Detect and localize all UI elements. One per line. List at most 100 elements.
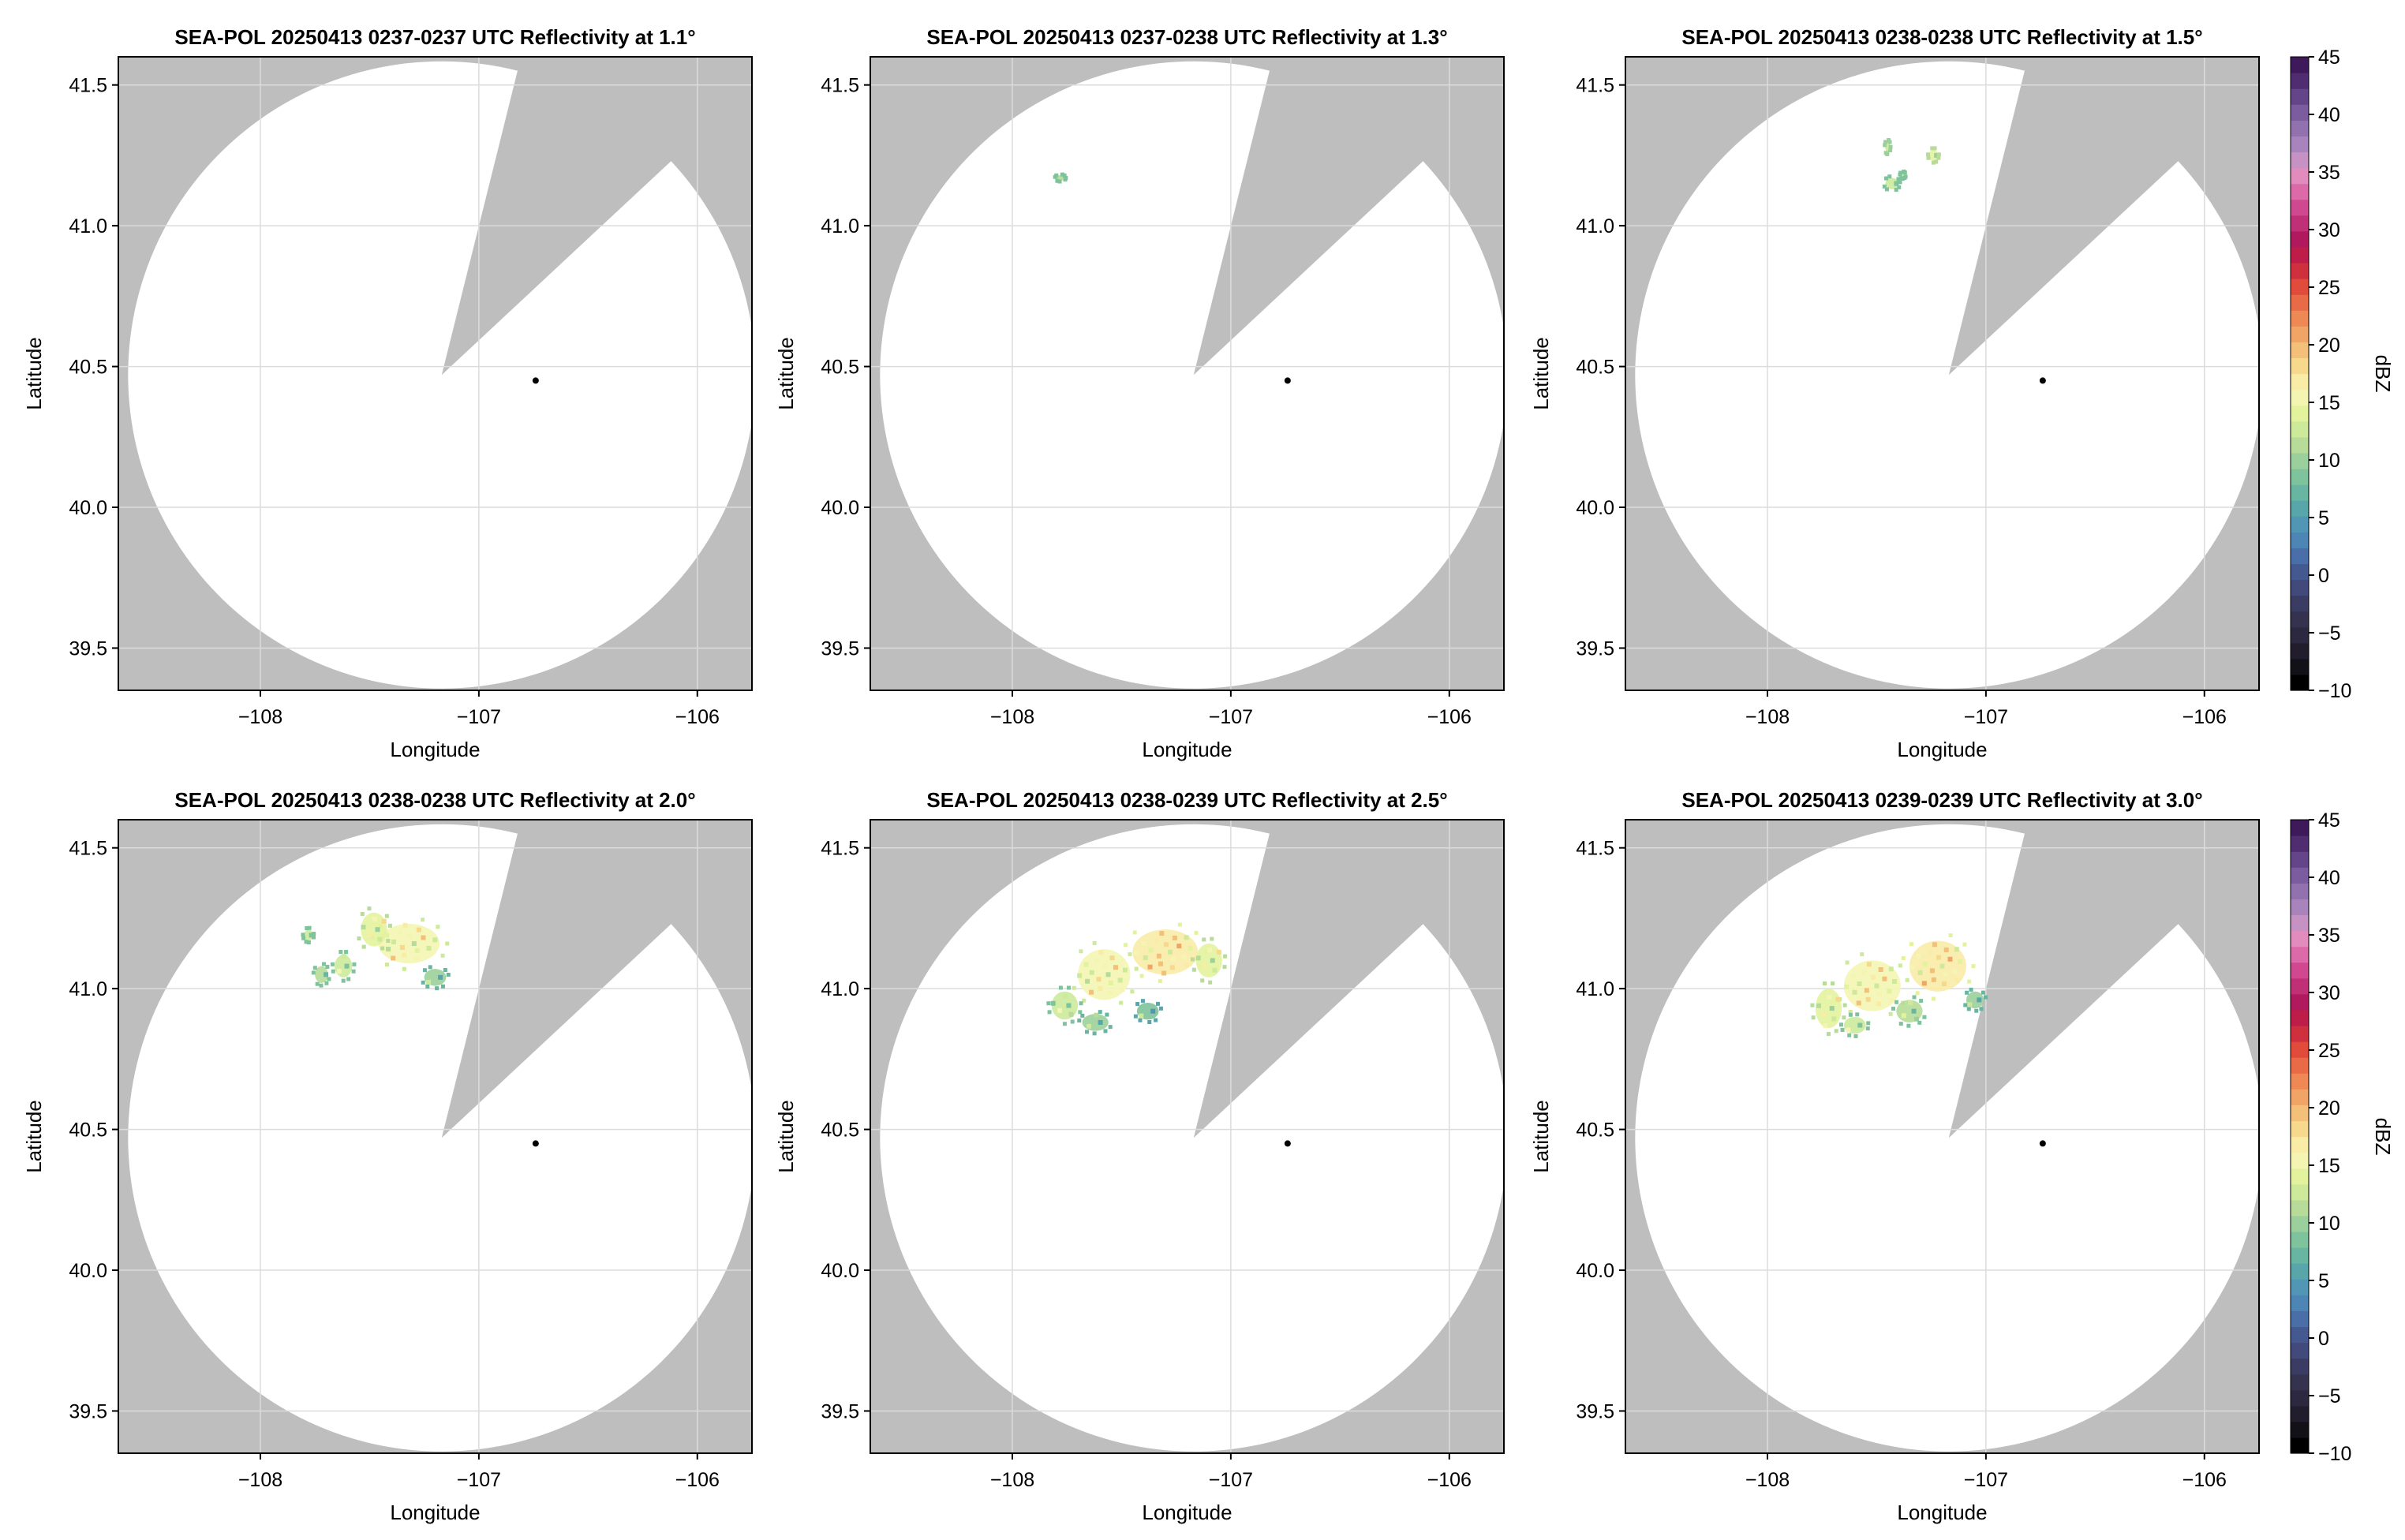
- colorbar-segment: [2291, 500, 2309, 517]
- colorbar-segment: [2291, 1152, 2309, 1169]
- radar-site-marker: [532, 1140, 539, 1147]
- y-tick-label: 39.5: [69, 1400, 107, 1422]
- colorbar-segment: [2291, 167, 2309, 185]
- x-tick-label: −107: [1964, 706, 2008, 728]
- colorbar-tick-label: −10: [2318, 680, 2351, 702]
- colorbar-segment: [2291, 357, 2309, 375]
- y-tick-label: 39.5: [821, 637, 859, 660]
- axes-frame: [118, 819, 753, 1454]
- colorbar-tick-label: −5: [2318, 1385, 2341, 1407]
- colorbar-segment: [2291, 326, 2309, 342]
- colorbar-tick-label: 15: [2318, 1155, 2340, 1177]
- x-tick-label: −106: [2182, 706, 2227, 728]
- y-axis-label: Latitude: [1529, 1100, 1553, 1173]
- colorbar-segment: [2291, 867, 2309, 884]
- colorbar-segment: [2291, 1105, 2309, 1122]
- radar-panel-5: −108 −107 −106 39.5 40.0 40.5 41.0 41.5 SEA-POL …: [774, 788, 1505, 1524]
- colorbar-segment: [2291, 548, 2309, 564]
- x-axis-label: Longitude: [1897, 1501, 1987, 1524]
- y-tick-label: 41.0: [1576, 215, 1614, 237]
- reflectivity-echo: [1963, 987, 1988, 1013]
- y-tick-label: 40.5: [1576, 1119, 1614, 1142]
- colorbar-frame: [2290, 819, 2310, 1454]
- y-tick-label: 39.5: [821, 1400, 859, 1422]
- colorbar-segment: [2291, 1279, 2309, 1295]
- reflectivity-echo: [301, 925, 316, 945]
- colorbar-segment: [2291, 563, 2309, 581]
- y-tick-label: 41.5: [1576, 75, 1614, 97]
- y-tick-label: 40.5: [821, 357, 859, 379]
- x-axis-label: Longitude: [1142, 1501, 1232, 1524]
- y-axis-label: Latitude: [1529, 337, 1553, 410]
- colorbar-tick-label: 30: [2318, 982, 2340, 1004]
- colorbar-segment: [2291, 1025, 2309, 1042]
- colorbar-segment: [2291, 1326, 2309, 1344]
- colorbar-segment: [2291, 73, 2309, 89]
- x-tick-label: −106: [675, 1469, 720, 1491]
- colorbar-tick-label: 5: [2318, 1270, 2329, 1292]
- colorbar-tick-label: 0: [2318, 1328, 2329, 1350]
- colorbar-segment: [2291, 1215, 2309, 1232]
- colorbar-segment: [2291, 1263, 2309, 1280]
- colorbar-segment: [2291, 373, 2309, 391]
- colorbar-segment: [2291, 626, 2309, 644]
- colorbar-segment: [2291, 611, 2309, 628]
- colorbar-segment: [2291, 1231, 2309, 1248]
- x-tick-label: −107: [1209, 1469, 1253, 1491]
- colorbar-segment: [2291, 1342, 2309, 1359]
- axes-frame: [1625, 56, 2260, 691]
- reflectivity-echo: [1810, 981, 1847, 1037]
- y-tick-label: 41.5: [69, 838, 107, 860]
- colorbar-2: −10 −5 0 5 10 15 20 25 30 35 40 45 dBZ: [2290, 809, 2395, 1465]
- colorbar-segment: [2291, 1120, 2309, 1138]
- colorbar-segment: [2291, 262, 2309, 279]
- colorbar-tick-label: 30: [2318, 219, 2340, 241]
- colorbar-segment: [2291, 136, 2309, 153]
- colorbar-segment: [2291, 1136, 2309, 1153]
- colorbar-segment: [2291, 1405, 2309, 1422]
- radar-site-marker: [2039, 377, 2046, 384]
- radar-site-marker: [1284, 377, 1291, 384]
- colorbar-segment: [2291, 946, 2309, 963]
- x-tick-label: −106: [675, 706, 720, 728]
- x-tick-label: −107: [1964, 1469, 2008, 1491]
- colorbar-segment: [2291, 899, 2309, 916]
- radar-panel-1: −108 −107 −106 39.5 40.0 40.5 41.0 41.5 SEA-POL …: [22, 25, 753, 761]
- reflectivity-echo: [1046, 985, 1083, 1026]
- reflectivity-echo: [1838, 1012, 1871, 1038]
- x-axis-label: Longitude: [390, 1501, 480, 1524]
- x-tick-label: −108: [238, 706, 282, 728]
- radar-coverage: [880, 824, 1504, 1452]
- radar-coverage: [128, 824, 752, 1452]
- y-tick-label: 40.0: [69, 497, 107, 519]
- y-tick-label: 39.5: [1576, 1400, 1614, 1422]
- x-tick-label: −106: [1427, 1469, 1472, 1491]
- axes-frame: [870, 56, 1505, 691]
- y-axis-label: Latitude: [22, 337, 46, 410]
- radar-coverage: [1635, 824, 2259, 1452]
- colorbar-label: dBZ: [2371, 1118, 2395, 1156]
- colorbar-segment: [2291, 1073, 2309, 1090]
- y-tick-label: 41.0: [1576, 978, 1614, 1000]
- colorbar-segment: [2291, 183, 2309, 200]
- y-tick-label: 40.0: [1576, 1260, 1614, 1282]
- y-tick-label: 40.0: [821, 497, 859, 519]
- y-tick-label: 41.0: [69, 978, 107, 1000]
- colorbar-segment: [2291, 405, 2309, 422]
- colorbar-label: dBZ: [2371, 355, 2395, 393]
- y-tick-label: 39.5: [1576, 637, 1614, 660]
- colorbar-segment: [2291, 1009, 2309, 1026]
- colorbar-tick-label: 40: [2318, 104, 2340, 126]
- colorbar-segment: [2291, 579, 2309, 596]
- colorbar-segment: [2291, 342, 2309, 359]
- radar-site-marker: [1284, 1140, 1291, 1147]
- radar-panel-3: −108 −107 −106 39.5 40.0 40.5 41.0 41.5 SEA-POL …: [1529, 25, 2260, 761]
- colorbar-segment: [2291, 1247, 2309, 1264]
- reflectivity-echo: [1926, 146, 1941, 165]
- colorbar-segment: [2291, 199, 2309, 216]
- y-axis-label: Latitude: [774, 337, 798, 410]
- axes-frame: [118, 56, 753, 691]
- colorbar-segment: [2291, 532, 2309, 548]
- colorbar-segment: [2291, 658, 2309, 675]
- y-tick-label: 40.5: [69, 1119, 107, 1142]
